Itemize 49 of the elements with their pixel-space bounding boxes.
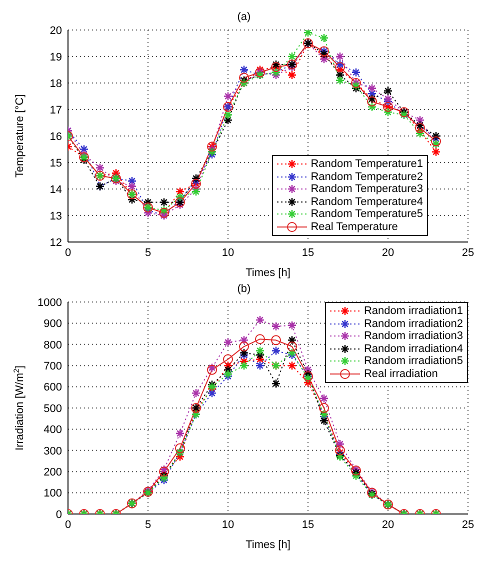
y-tick-label: 12	[50, 236, 62, 249]
legend-label: Random irradiation5	[364, 355, 463, 368]
x-tick-label: 10	[222, 246, 234, 259]
x-tick-label: 0	[64, 246, 72, 259]
legend-label: Random irradiation2	[364, 318, 463, 330]
legend-label: Random irradiation3	[364, 330, 463, 342]
x-tick-label: 5	[144, 518, 152, 531]
legend-label: Random irradiation1	[364, 305, 463, 318]
y-tick-label: 300	[44, 445, 62, 458]
y-tick-label: 100	[44, 488, 62, 500]
x-tick-label: 20	[382, 246, 394, 259]
y-tick-label: 15	[50, 157, 62, 170]
y-tick-label: 800	[44, 339, 62, 352]
legend-label: Real irradiation	[364, 368, 438, 380]
y-tick-label: 600	[44, 382, 62, 394]
legend-label: Random irradiation4	[364, 342, 463, 355]
y-tick-label: 1000	[38, 296, 62, 309]
y-tick-label: 400	[44, 424, 62, 436]
x-axis-title: Times [h]	[246, 539, 290, 551]
legend-label: Random Temperature5	[310, 208, 423, 220]
legend-label: Random Temperature4	[310, 196, 423, 208]
y-tick-label: 200	[44, 466, 62, 479]
x-axis-title: Times [h]	[246, 267, 290, 279]
x-tick-label: 15	[302, 518, 314, 531]
y-tick-label: 500	[44, 402, 62, 415]
x-tick-label: 15	[302, 246, 314, 259]
legend-label: Random Temperature3	[310, 183, 423, 196]
x-tick-label: 10	[222, 518, 234, 531]
y-tick-label: 16	[50, 130, 62, 143]
legend-label: Random Temperature2	[310, 170, 423, 183]
legend-label: Random Temperature1	[310, 158, 423, 170]
x-tick-label: 25	[462, 246, 474, 259]
x-tick-label: 5	[144, 246, 152, 259]
x-tick-label: 25	[462, 518, 474, 531]
y-tick-label: 0	[56, 508, 62, 521]
y-tick-label: 900	[44, 318, 62, 330]
x-tick-label: 20	[382, 518, 394, 531]
y-tick-label: 700	[44, 360, 62, 373]
y-tick-label: 17	[50, 104, 62, 116]
chart-title: (b)	[236, 283, 252, 295]
y-tick-label: 20	[50, 24, 62, 37]
y-tick-label: 13	[50, 210, 62, 222]
legend-label: Real Temperature	[310, 220, 398, 233]
y-tick-label: 19	[50, 51, 62, 64]
chart-title: (a)	[236, 11, 252, 23]
y-axis-title: Temperature [°C]	[14, 94, 26, 178]
x-tick-label: 0	[64, 518, 72, 531]
y-tick-label: 18	[50, 78, 62, 90]
y-tick-label: 14	[50, 184, 62, 196]
